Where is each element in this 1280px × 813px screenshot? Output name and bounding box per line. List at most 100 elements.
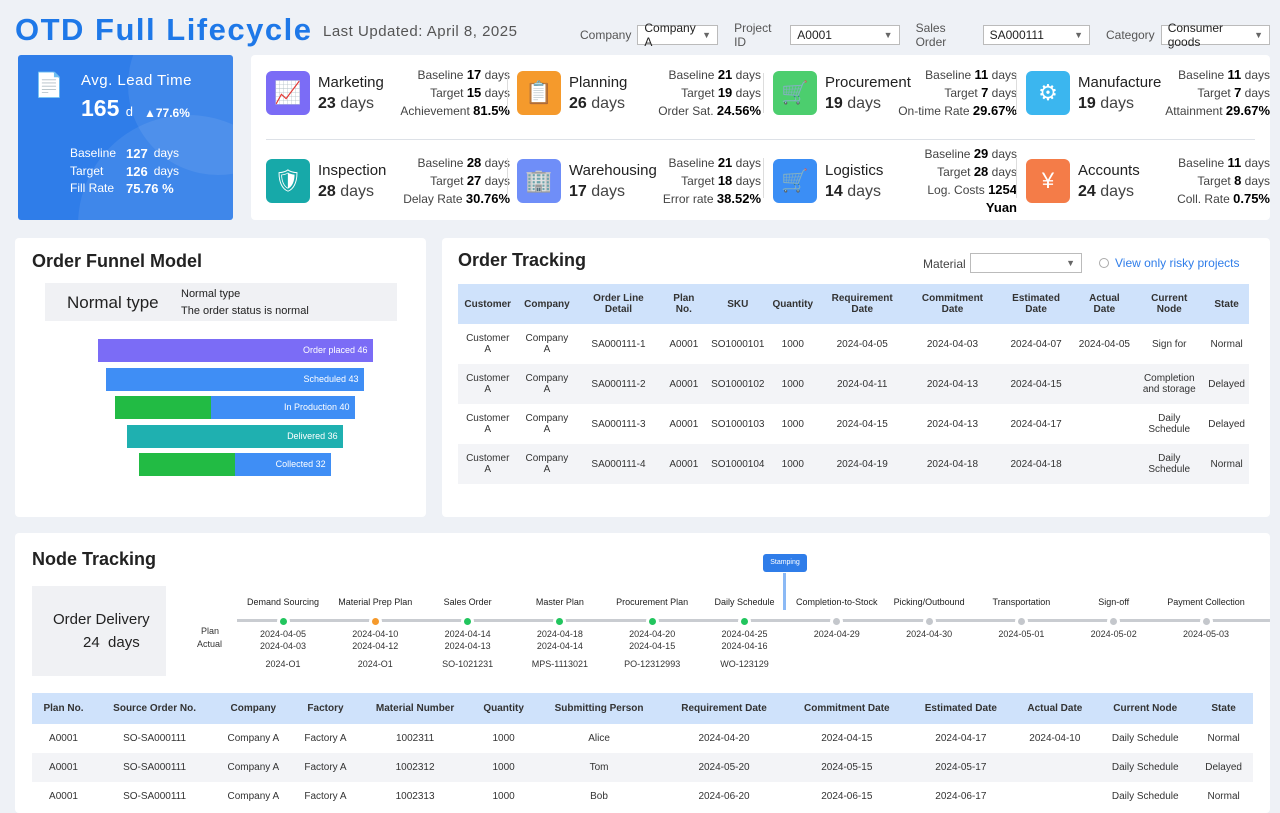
filter-select-project-id[interactable]: A0001 ▼	[790, 25, 900, 45]
table-cell: 2024-04-17	[935, 733, 987, 744]
column-header[interactable]: Current Node	[1134, 284, 1205, 324]
timeline-node[interactable]: Completion-to-Stock 2024-04-29	[782, 597, 892, 659]
funnel-bar[interactable]: In Production 40	[115, 396, 355, 419]
timeline-node[interactable]: Material Prep Plan 2024-04-10 2024-04-12 20…	[320, 597, 430, 669]
stat-label: Target	[944, 86, 978, 100]
lead-row-value: 75.76 %	[126, 181, 174, 196]
funnel-bar[interactable]: Collected 32	[139, 453, 331, 476]
lead-row-label: Target	[70, 163, 104, 178]
stat-unit: days	[1244, 86, 1270, 100]
lead-value: 165	[81, 95, 120, 121]
timeline-node[interactable]: Procurement Plan 2024-04-20 2024-04-15 PO-1…	[597, 597, 707, 669]
kpi-days: 28	[318, 182, 336, 200]
column-header[interactable]: Requirement Date	[662, 693, 786, 724]
table-cell: SO1000102	[711, 378, 765, 390]
column-header[interactable]: Estimated Date	[997, 284, 1075, 324]
table-cell: Delayed	[1205, 762, 1242, 773]
lead-row-unit: days	[153, 146, 180, 160]
table-row[interactable]: Customer A Company A SA000111-2 A0001 SO1000…	[458, 364, 1249, 404]
kpi-name-block: Warehousing 17 days	[569, 162, 657, 201]
column-header[interactable]: Actual Date	[1074, 284, 1135, 324]
plan-date: 2024-04-20	[629, 629, 676, 639]
column-header[interactable]: Submitting Person	[535, 693, 663, 724]
timeline-node[interactable]: Master Plan 2024-04-18 2024-04-14 MPS-11130…	[505, 597, 615, 669]
column-header[interactable]: Factory	[292, 693, 359, 724]
table-cell: Daily Schedule	[1148, 453, 1191, 475]
table-cell: 2024-06-20	[698, 791, 750, 802]
kpi-marketing[interactable]: 📈 Marketing 23 days Baseline 17 days Target …	[266, 67, 516, 118]
table-cell: A0001	[49, 791, 78, 802]
timeline-node[interactable]: Daily Schedule 2024-04-25 2024-04-16 WO-123…	[690, 597, 800, 669]
material-select[interactable]: ▼	[970, 253, 1082, 273]
status-dot-icon	[741, 618, 748, 625]
kpi-procurement[interactable]: 🛒 Procurement 19 days Baseline 11 days Targe…	[773, 67, 1023, 118]
funnel-bar[interactable]: Scheduled 43	[106, 367, 364, 391]
column-header[interactable]: Plan No.	[32, 693, 95, 724]
plan-date: 2024-04-30	[906, 629, 953, 639]
timeline-node[interactable]: Demand Sourcing 2024-04-05 2024-04-03 2024-…	[228, 597, 338, 669]
timeline-node[interactable]: Payment Collection 2024-05-03	[1151, 597, 1261, 659]
column-header[interactable]: Company	[214, 693, 293, 724]
funnel-bar[interactable]: Order placed 46	[97, 339, 373, 362]
table-cell: SA000111-4	[591, 458, 646, 470]
table-cell: 1000	[492, 733, 515, 744]
risky-projects-radio[interactable]: View only risky projects	[1099, 256, 1240, 270]
reference-no: PO-12312993	[624, 659, 681, 669]
kpi-logistics[interactable]: 🛒 Logistics 14 days Baseline 29 days Target …	[773, 146, 1023, 215]
stat-unit: days	[991, 68, 1017, 82]
reference-no: MPS-1113021	[531, 659, 588, 669]
kpi-planning[interactable]: 📋 Planning 26 days Baseline 21 days Target 1…	[517, 67, 767, 118]
table-row[interactable]: Customer A Company A SA000111-1 A0001 SO1000…	[458, 324, 1249, 364]
filter-select-company[interactable]: Company A ▼	[637, 21, 719, 49]
column-header[interactable]: SKU	[707, 284, 769, 324]
plan-label: Plan	[201, 626, 220, 636]
filter-select-sales-order[interactable]: SA000111 ▼	[982, 25, 1090, 45]
column-header[interactable]: Quantity	[471, 693, 536, 724]
column-header[interactable]: Material Number	[358, 693, 472, 724]
timeline-node[interactable]: Sign-off 2024-05-02	[1059, 597, 1169, 659]
kpi-warehousing[interactable]: 🏢 Warehousing 17 days Baseline 21 days Targe…	[517, 155, 767, 206]
column-header[interactable]: Quantity	[768, 284, 818, 324]
kpi-stats: Baseline 11 days Target 8 days Coll. Rate …	[1150, 154, 1276, 208]
column-header[interactable]: Current Node	[1096, 693, 1195, 724]
table-row[interactable]: Customer A Company A SA000111-3 A0001 SO1000…	[458, 404, 1249, 444]
kpi-manufacture[interactable]: ⚙ Manufacture 19 days Baseline 11 days Targe…	[1026, 66, 1276, 118]
table-row[interactable]: A0001 SO-SA000111 Company A Factory A 100231…	[32, 724, 1253, 753]
filter-select-category[interactable]: Consumer goods ▼	[1160, 21, 1270, 49]
column-header[interactable]: Actual Date	[1013, 693, 1097, 724]
table-row[interactable]: Customer A Company A SA000111-4 A0001 SO1000…	[458, 444, 1249, 484]
kpi-stat-row: Target 8 days	[1150, 172, 1270, 190]
kpi-inspection[interactable]: 🛡 Inspection 28 days Baseline 28 days Target…	[266, 155, 516, 206]
funnel-label: Scheduled 43	[303, 373, 359, 384]
timeline-node[interactable]: Sales Order 2024-04-14 2024-04-13 SO-102123…	[413, 597, 523, 669]
timeline-node[interactable]: Transportation 2024-05-01	[966, 597, 1076, 659]
lead-row: Target 126 days	[70, 163, 180, 181]
column-header[interactable]: Commitment Date	[907, 284, 998, 324]
funnel-legend: Normal type Normal type The order status…	[45, 283, 397, 321]
funnel-bar[interactable]: Delivered 36	[127, 424, 343, 448]
stat-value: 18	[717, 173, 733, 188]
column-header[interactable]: Estimated Date	[908, 693, 1014, 724]
table-row[interactable]: A0001 SO-SA000111 Company A Factory A 100231…	[32, 782, 1253, 811]
column-header[interactable]: Order Line Detail	[576, 284, 661, 324]
table-row[interactable]: A0001 SO-SA000111 Company A Factory A 100231…	[32, 753, 1253, 782]
column-header[interactable]: Source Order No.	[95, 693, 215, 724]
kpi-days: 23	[318, 94, 336, 112]
table-cell: 2024-04-15	[1010, 378, 1062, 390]
column-header[interactable]: Commitment Date	[785, 693, 909, 724]
column-header[interactable]: Customer	[458, 284, 518, 324]
column-header[interactable]: Requirement Date	[817, 284, 908, 324]
column-header[interactable]: Company	[517, 284, 577, 324]
column-header[interactable]: State	[1204, 284, 1249, 324]
column-header[interactable]: Plan No.	[660, 284, 708, 324]
stat-label: Baseline	[417, 156, 464, 170]
table-cell: 2024-04-18	[1010, 458, 1062, 470]
stat-label: Baseline	[1178, 156, 1225, 170]
table-cell: Factory A	[304, 762, 347, 773]
column-header[interactable]: State	[1194, 693, 1253, 724]
kpi-stat-row: Baseline 11 days	[1150, 66, 1270, 84]
timeline-node[interactable]: Picking/Outbound 2024-04-30	[874, 597, 984, 659]
kpi-accounts[interactable]: ¥ Accounts 24 days Baseline 11 days Target 8…	[1026, 154, 1276, 208]
stat-label: Baseline	[925, 68, 972, 82]
table-cell: A0001	[49, 762, 78, 773]
